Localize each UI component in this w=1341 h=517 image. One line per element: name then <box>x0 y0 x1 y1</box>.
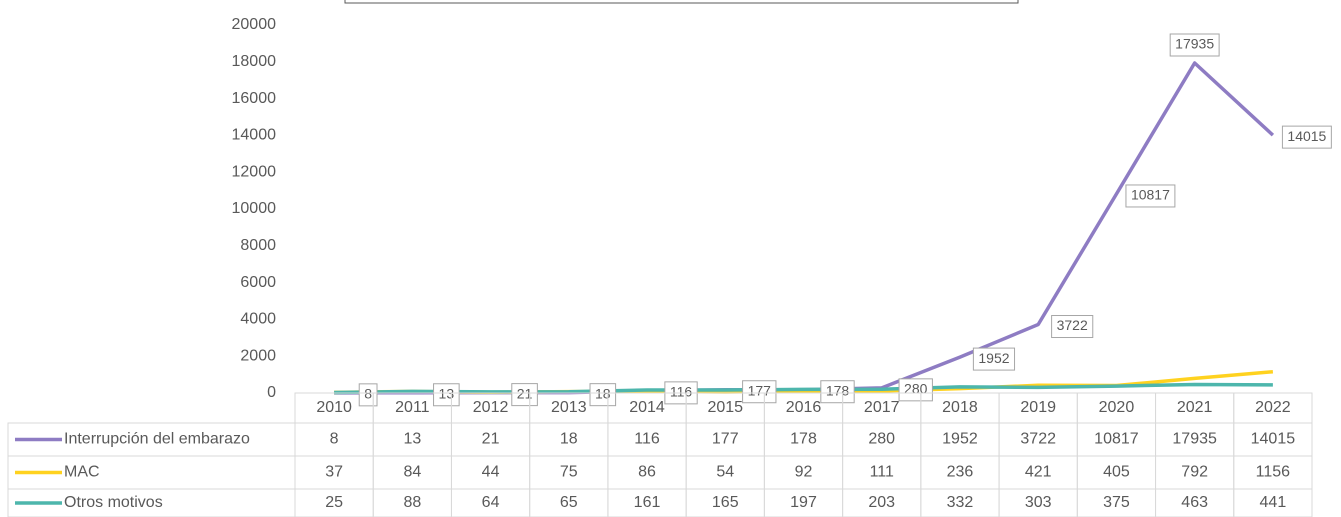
y-tick-label: 16000 <box>232 90 277 107</box>
series-line <box>334 382 1273 395</box>
table-value: 116 <box>634 431 660 448</box>
y-tick-label: 0 <box>267 384 276 401</box>
table-value: 280 <box>868 431 895 448</box>
data-label-box <box>972 347 1016 371</box>
legend-label: MAC <box>64 464 100 481</box>
data-label: 177 <box>748 382 772 398</box>
table-value: 421 <box>1025 464 1052 481</box>
table-value: 21 <box>482 431 500 448</box>
data-label: 1952 <box>978 350 1009 366</box>
table-value: 405 <box>1103 464 1130 481</box>
data-label-box <box>1281 125 1332 149</box>
data-label: 178 <box>826 382 850 398</box>
data-label: 17935 <box>1175 36 1214 52</box>
y-tick-label: 12000 <box>232 163 277 180</box>
data-label: 116 <box>670 384 693 400</box>
data-label-box <box>898 378 933 402</box>
table-value: 37 <box>325 464 343 481</box>
table-value: 1952 <box>942 431 978 448</box>
table-value: 3722 <box>1020 431 1056 448</box>
data-label: 8 <box>364 386 372 402</box>
y-tick-label: 8000 <box>240 237 276 254</box>
data-label: 14015 <box>1287 128 1326 144</box>
data-label-box <box>1169 33 1220 57</box>
y-tick-label: 20000 <box>232 16 277 33</box>
table-value: 197 <box>790 494 817 511</box>
table-value: 463 <box>1181 494 1208 511</box>
table-value: 1156 <box>1256 464 1291 481</box>
table-value: 161 <box>634 494 661 511</box>
table-cell <box>7 488 1313 517</box>
y-tick-label: 14000 <box>232 127 277 144</box>
y-tick-label: 10000 <box>232 200 277 217</box>
table-value: 111 <box>870 464 894 481</box>
legend-label: Interrupción del embarazo <box>64 431 250 448</box>
x-tick-label: 2019 <box>1020 399 1056 416</box>
data-label: 3722 <box>1057 317 1088 333</box>
y-tick-label: 18000 <box>232 53 277 70</box>
table-value: 375 <box>1103 494 1130 511</box>
data-label-box <box>433 383 460 407</box>
table-value: 75 <box>560 464 578 481</box>
series-line <box>334 61 1275 395</box>
table-value: 792 <box>1181 464 1208 481</box>
data-label-box <box>1125 184 1176 208</box>
table-value: 10817 <box>1094 431 1139 448</box>
x-tick-label: 2013 <box>551 399 587 416</box>
x-tick-label: 2020 <box>1099 399 1135 416</box>
table-value: 203 <box>868 494 895 511</box>
table-value: 64 <box>482 494 500 511</box>
table-value: 165 <box>712 494 739 511</box>
table-value: 13 <box>403 431 421 448</box>
data-label-box <box>511 383 538 407</box>
table-value: 18 <box>560 431 578 448</box>
x-tick-label: 2017 <box>864 399 900 416</box>
data-label-box <box>820 380 855 404</box>
x-tick-label: 2022 <box>1255 399 1291 416</box>
x-tick-label: 2015 <box>707 399 743 416</box>
table-value: 17935 <box>1172 431 1217 448</box>
table-value: 88 <box>403 494 421 511</box>
y-tick-label: 2000 <box>240 347 276 364</box>
data-label: 10817 <box>1131 187 1170 203</box>
table-value: 44 <box>482 464 500 481</box>
data-label-box <box>742 380 777 404</box>
table-value: 54 <box>716 464 734 481</box>
x-tick-label: 2012 <box>473 399 509 416</box>
x-tick-label: 2014 <box>629 399 665 416</box>
table-value: 303 <box>1025 494 1052 511</box>
table-value: 65 <box>560 494 578 511</box>
table-value: 92 <box>795 464 813 481</box>
x-tick-label: 2010 <box>316 399 352 416</box>
y-tick-label: 4000 <box>240 311 276 328</box>
legend-label: Otros motivos <box>64 494 163 511</box>
x-tick-label: 2018 <box>942 399 978 416</box>
y-tick-label: 6000 <box>240 274 276 291</box>
table-value: 236 <box>947 464 974 481</box>
x-tick-label: 2016 <box>786 399 822 416</box>
x-tick-label: 2011 <box>395 399 430 416</box>
title-box <box>344 0 1019 4</box>
table-value: 14015 <box>1251 431 1296 448</box>
table-value: 332 <box>947 494 974 511</box>
table-value: 178 <box>790 431 817 448</box>
data-label: 280 <box>904 381 928 397</box>
data-label-box <box>358 383 378 407</box>
x-tick-label: 2021 <box>1177 399 1213 416</box>
table-value: 25 <box>325 494 343 511</box>
table-value: 8 <box>330 431 339 448</box>
data-label-box <box>1051 315 1094 339</box>
data-label-box <box>589 383 617 407</box>
table-value: 84 <box>403 464 421 481</box>
table-value: 86 <box>638 464 656 481</box>
table-value: 441 <box>1260 494 1287 511</box>
table-value: 177 <box>712 431 739 448</box>
